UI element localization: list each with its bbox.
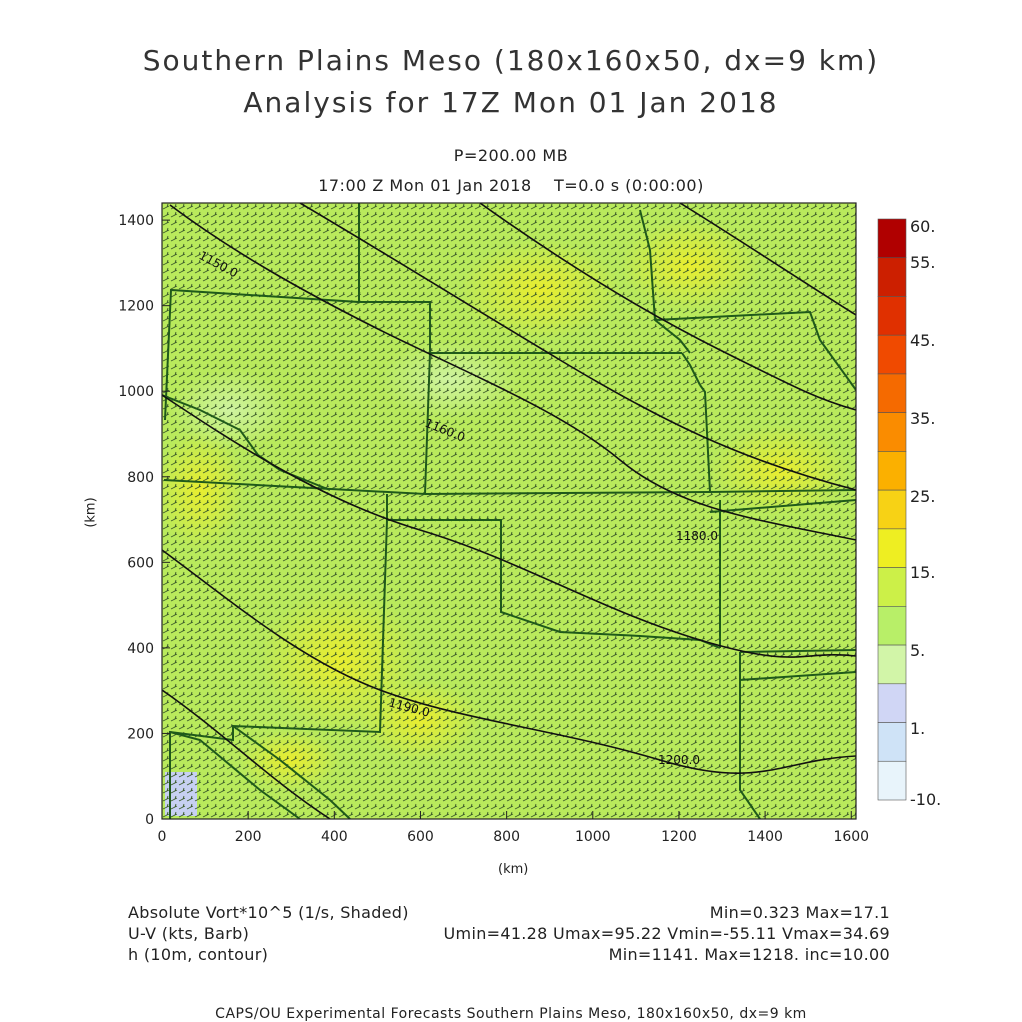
credit-line: CAPS/OU Experimental Forecasts Southern … <box>215 1006 807 1022</box>
height-stats: Min=1141. Max=1218. inc=10.00 <box>608 945 890 964</box>
colorbar-label: 60. <box>910 217 935 236</box>
height-contours <box>162 203 856 819</box>
x-tick-label: 200 <box>235 829 262 845</box>
vorticity-stats: Min=0.323 Max=17.1 <box>709 903 890 922</box>
field-statistics: Min=0.323 Max=17.1 Umin=41.28 Umax=95.22… <box>444 902 890 965</box>
colorbar: 60. 55. 45. 35. 25. 15. 5. 1. -10. <box>877 217 941 809</box>
valid-time: 17:00 Z Mon 01 Jan 2018 T=0.0 s (0:00:00… <box>318 176 704 195</box>
x-axis-title: (km) <box>498 862 529 877</box>
colorbar-label: -10. <box>910 790 941 809</box>
height-legend: h (10m, contour) <box>128 945 269 964</box>
colorbar-label: 5. <box>910 641 925 660</box>
colorbar-swatch <box>877 567 907 607</box>
x-tick-label: 0 <box>158 829 167 845</box>
x-tick-label: 600 <box>407 829 434 845</box>
colorbar-label: 45. <box>910 331 935 350</box>
colorbar-swatch <box>877 528 907 568</box>
y-tick-label: 200 <box>127 726 154 742</box>
field-legend: Absolute Vort*10^5 (1/s, Shaded) U-V (kt… <box>128 902 409 965</box>
colorbar-swatch <box>877 296 907 336</box>
wind-legend: U-V (kts, Barb) <box>128 924 250 943</box>
colorbar-swatch <box>877 683 907 723</box>
colorbar-label: 25. <box>910 487 935 506</box>
x-tick-label: 1000 <box>575 829 611 845</box>
colorbar-swatch <box>877 257 907 297</box>
analysis-time-title: Analysis for 17Z Mon 01 Jan 2018 <box>243 86 779 119</box>
colorbar-label: 35. <box>910 409 935 428</box>
y-tick-label: 1000 <box>118 384 154 400</box>
colorbar-swatch <box>877 412 907 452</box>
x-tick-label: 1400 <box>747 829 783 845</box>
contour-label: 1180.0 <box>676 529 718 543</box>
x-tick-label: 800 <box>493 829 520 845</box>
colorbar-swatch <box>877 451 907 491</box>
colorbar-swatch <box>877 644 907 685</box>
y-axis: 0 200 400 600 800 1000 1200 1400 <box>118 213 170 828</box>
colorbar-swatch <box>877 760 907 801</box>
wind-stats: Umin=41.28 Umax=95.22 Vmin=-55.11 Vmax=3… <box>443 924 890 943</box>
colorbar-swatch <box>877 218 907 259</box>
vorticity-legend: Absolute Vort*10^5 (1/s, Shaded) <box>128 903 409 922</box>
x-tick-label: 400 <box>321 829 348 845</box>
y-tick-label: 400 <box>127 641 154 657</box>
x-axis: 0 200 400 600 800 1000 1200 1400 1600 <box>158 811 869 845</box>
y-tick-label: 800 <box>127 470 154 486</box>
y-tick-label: 0 <box>145 812 154 828</box>
y-tick-label: 1400 <box>118 213 154 229</box>
contour-label: 1200.0 <box>658 753 700 767</box>
y-axis-title: (km) <box>83 497 99 528</box>
colorbar-label: 15. <box>910 563 935 582</box>
y-tick-label: 1200 <box>118 299 154 315</box>
map-title: Southern Plains Meso (180x160x50, dx=9 k… <box>142 44 880 77</box>
colorbar-swatch <box>877 334 907 375</box>
x-tick-label: 1200 <box>661 829 697 845</box>
pressure-level: P=200.00 MB <box>453 146 569 165</box>
x-tick-label: 1600 <box>833 829 869 845</box>
colorbar-swatch <box>877 373 907 413</box>
colorbar-label: 55. <box>910 253 935 272</box>
colorbar-swatch <box>877 722 907 762</box>
state-boundaries <box>162 203 856 819</box>
colorbar-swatch <box>877 489 907 530</box>
y-tick-label: 600 <box>127 555 154 571</box>
colorbar-label: 1. <box>910 719 925 738</box>
colorbar-swatch <box>877 606 907 646</box>
plot-frame <box>161 202 857 820</box>
